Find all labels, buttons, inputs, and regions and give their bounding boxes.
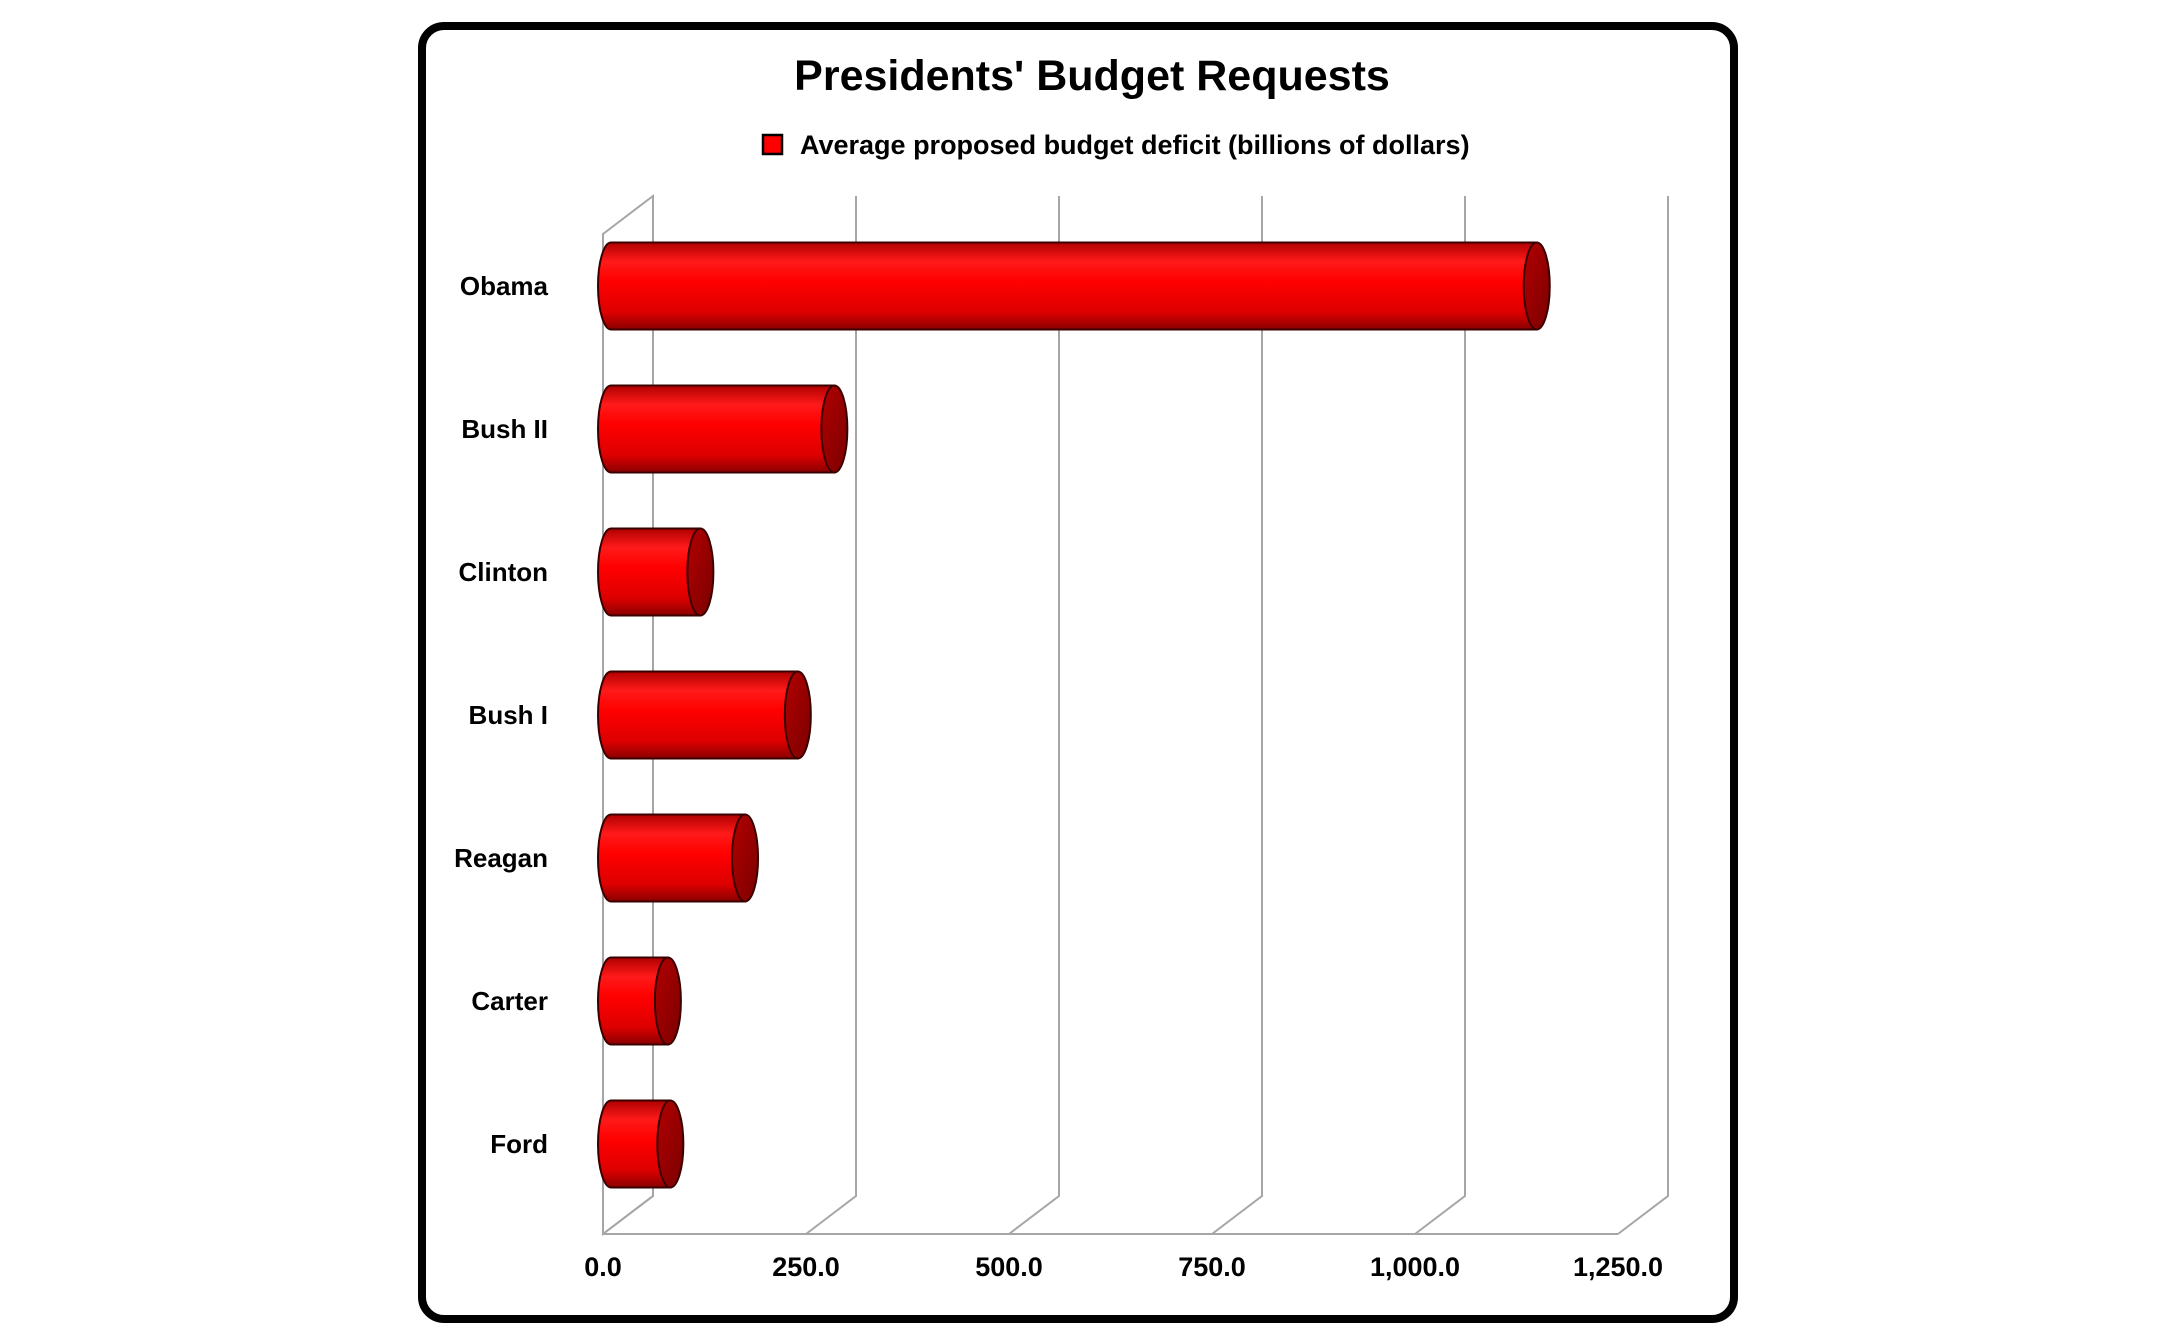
gridline bbox=[1617, 196, 1669, 1235]
x-tick-label: 250.0 bbox=[772, 1252, 840, 1282]
category-label: Bush I bbox=[469, 700, 548, 730]
chart-title: Presidents' Budget Requests bbox=[794, 52, 1390, 100]
bar-body bbox=[597, 527, 702, 617]
category-label: Carter bbox=[471, 986, 548, 1016]
bar-body bbox=[597, 1099, 672, 1189]
category-labels: Obama Bush II Clinton Bush I Reagan Carter For… bbox=[454, 271, 548, 1159]
bar bbox=[597, 241, 1551, 331]
gridline bbox=[805, 196, 857, 1235]
x-tick-label: 0.0 bbox=[584, 1252, 622, 1282]
bar bbox=[597, 670, 812, 760]
bar-end-cap bbox=[1522, 241, 1551, 331]
gridline bbox=[1211, 196, 1263, 1235]
bar-end-cap bbox=[653, 956, 682, 1046]
bar-end-cap bbox=[731, 813, 760, 903]
bar-body bbox=[597, 670, 799, 760]
bar-body bbox=[597, 384, 836, 474]
bar-body bbox=[597, 813, 747, 903]
bar-end-cap bbox=[656, 1099, 685, 1189]
bar bbox=[597, 956, 682, 1046]
legend-swatch bbox=[761, 133, 784, 156]
bar-end-cap bbox=[783, 670, 812, 760]
bar-end-cap bbox=[820, 384, 849, 474]
x-axis-tick-labels: 0.0 250.0 500.0 750.0 1,000.0 1,250.0 bbox=[584, 1252, 1663, 1282]
bar bbox=[597, 384, 849, 474]
x-tick-label: 1,250.0 bbox=[1573, 1252, 1663, 1282]
category-label: Clinton bbox=[458, 557, 548, 587]
bar bbox=[597, 813, 760, 903]
gridline bbox=[1008, 196, 1060, 1235]
x-tick-label: 500.0 bbox=[975, 1252, 1043, 1282]
bar bbox=[597, 527, 715, 617]
gridlines bbox=[602, 196, 1669, 1235]
bar-body bbox=[597, 241, 1538, 331]
x-tick-label: 1,000.0 bbox=[1370, 1252, 1460, 1282]
x-tick-label: 750.0 bbox=[1178, 1252, 1246, 1282]
gridline bbox=[1414, 196, 1466, 1235]
bar bbox=[597, 1099, 685, 1189]
bar-end-cap bbox=[686, 527, 715, 617]
category-label: Ford bbox=[490, 1129, 548, 1159]
legend: Average proposed budget deficit (billion… bbox=[761, 130, 1470, 160]
bar-body bbox=[597, 956, 669, 1046]
legend-label: Average proposed budget deficit (billion… bbox=[800, 130, 1470, 160]
category-label: Obama bbox=[460, 271, 549, 301]
category-label: Bush II bbox=[461, 414, 548, 444]
category-label: Reagan bbox=[454, 843, 548, 873]
bars bbox=[597, 241, 1551, 1189]
